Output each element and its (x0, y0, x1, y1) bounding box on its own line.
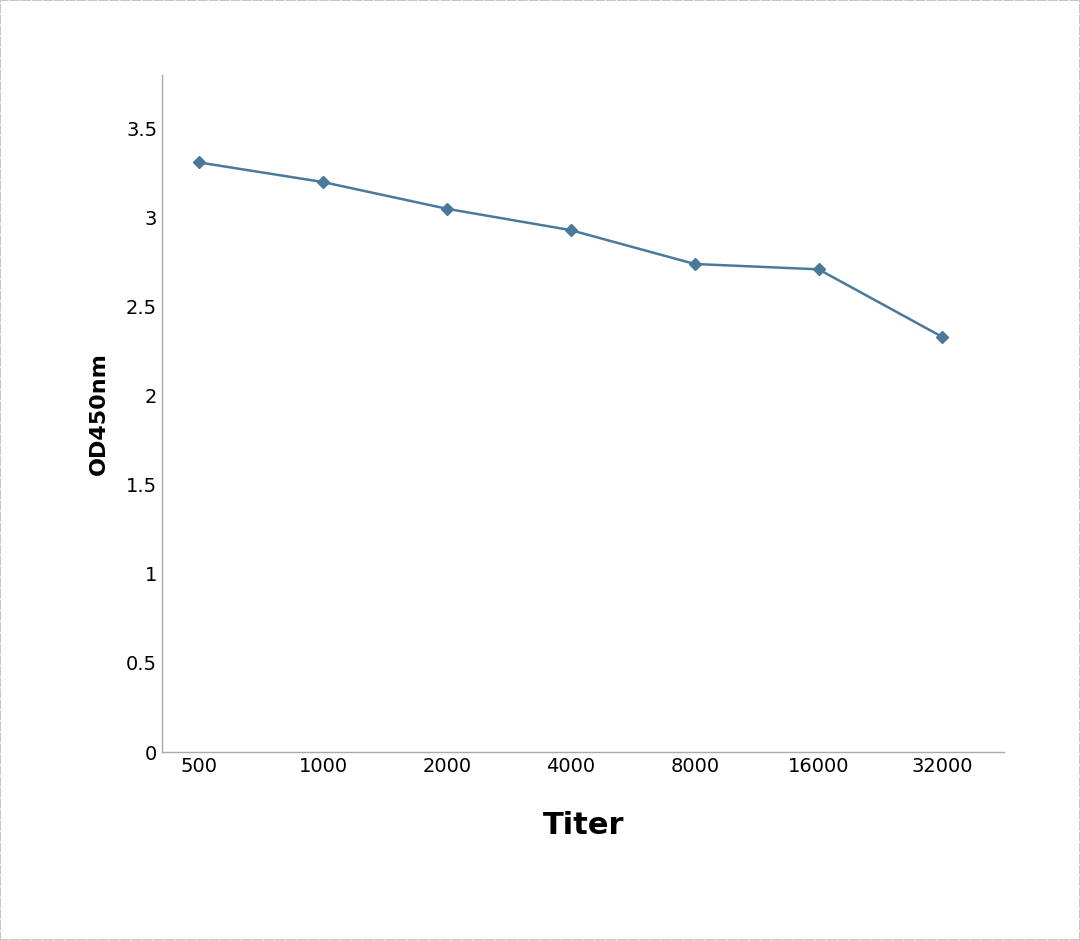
X-axis label: Titer: Titer (542, 810, 624, 839)
Y-axis label: OD450nm: OD450nm (90, 352, 109, 475)
